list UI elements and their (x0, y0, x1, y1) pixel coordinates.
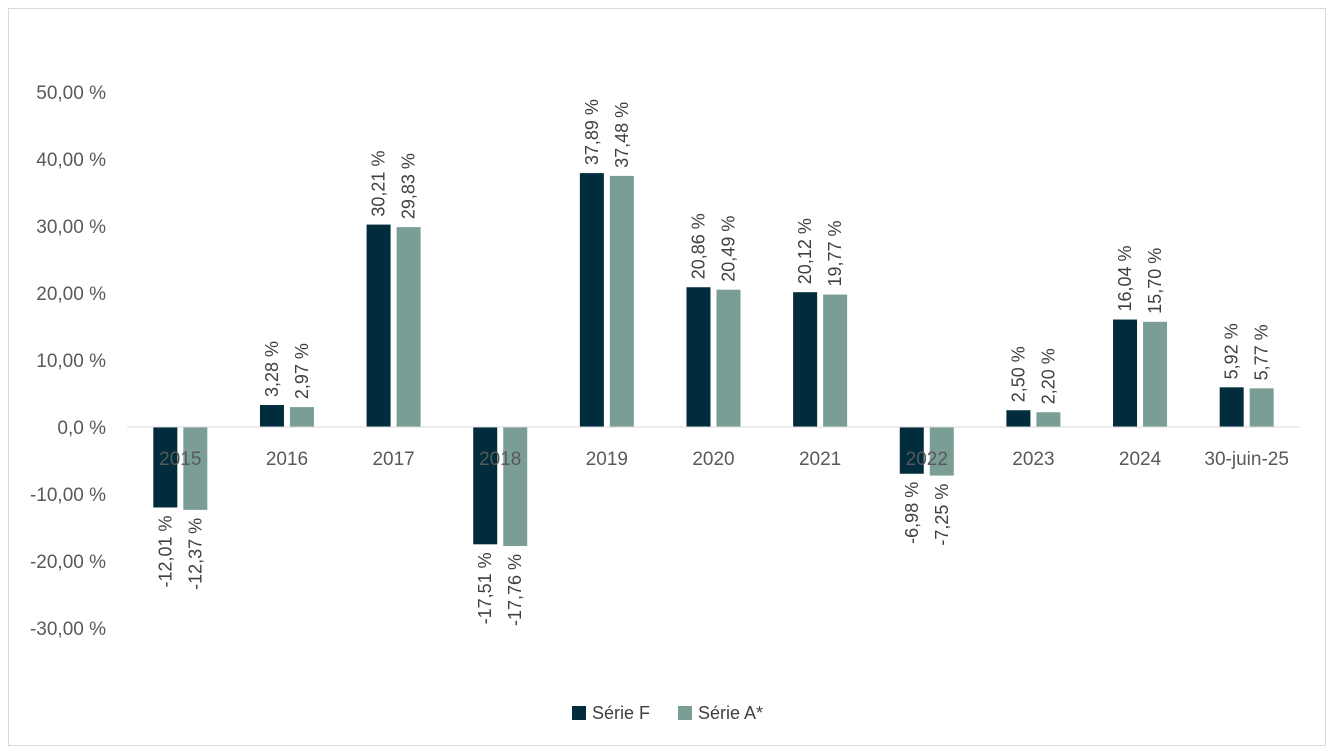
data-label: -7,25 % (932, 484, 952, 546)
data-label: 2,50 % (1008, 346, 1028, 402)
category-label: 2017 (372, 449, 414, 470)
legend-label: Série F (592, 703, 650, 723)
y-tick-label: 0,0 % (57, 418, 106, 439)
bar (183, 427, 208, 510)
y-tick-label: 10,00 % (36, 351, 106, 372)
data-label: 20,86 % (689, 213, 709, 279)
chart-frame (8, 8, 1326, 746)
data-labels: -12,01 % -12,37 % 3,28 % 2,97 % 30,21 % 29,83… (155, 99, 1271, 626)
y-tick-label: 20,00 % (36, 284, 106, 305)
bars (153, 173, 1274, 546)
bar (1249, 388, 1274, 427)
data-label: 2,20 % (1038, 348, 1058, 404)
category-label: 30-juin-25 (1204, 449, 1289, 470)
data-label: 5,77 % (1252, 324, 1272, 380)
bar (686, 287, 711, 427)
data-label: 37,89 % (582, 99, 602, 165)
data-label: -17,76 % (505, 554, 525, 626)
data-label: -12,37 % (185, 518, 205, 590)
bar (366, 224, 391, 427)
data-label: -12,01 % (155, 515, 175, 587)
y-tick-label: -30,00 % (30, 619, 106, 640)
data-label: 29,83 % (399, 153, 419, 219)
data-label: -17,51 % (475, 552, 495, 624)
legend-swatch (678, 706, 692, 720)
legend-label: Série A* (698, 703, 763, 723)
bar (1143, 321, 1168, 427)
data-label: 30,21 % (369, 151, 389, 217)
bar (1113, 319, 1138, 427)
data-label: 2,97 % (292, 343, 312, 399)
category-label: 2021 (799, 449, 841, 470)
bar (473, 427, 498, 545)
data-label: 37,48 % (612, 102, 632, 168)
data-label: 5,92 % (1222, 323, 1242, 379)
category-label: 2015 (159, 449, 201, 470)
y-tick-label: 30,00 % (36, 217, 106, 238)
bar (929, 427, 954, 476)
data-label: 15,70 % (1145, 248, 1165, 314)
category-label: 2020 (692, 449, 734, 470)
bar (716, 289, 741, 427)
category-label: 2024 (1119, 449, 1162, 470)
y-tick-label: -20,00 % (30, 552, 106, 573)
bar (609, 175, 634, 427)
bar (289, 407, 314, 427)
category-label: 2022 (906, 449, 948, 470)
legend: Série F Série A* (572, 703, 763, 723)
category-label: 2023 (1012, 449, 1054, 470)
category-label: 2019 (586, 449, 628, 470)
category-labels: 2015 2016 2017 2018 2019 2020 2021 2022 2023 2024… (159, 449, 1289, 470)
legend-swatch (572, 706, 586, 720)
bar (579, 173, 604, 427)
bar (153, 427, 178, 508)
y-tick-label: 40,00 % (36, 150, 106, 171)
bar (1006, 410, 1031, 427)
bar (396, 227, 421, 427)
data-label: 3,28 % (262, 341, 282, 397)
category-label: 2016 (266, 449, 308, 470)
bar (823, 294, 848, 427)
data-label: 19,77 % (825, 220, 845, 286)
category-label: 2018 (479, 449, 521, 470)
bar (899, 427, 924, 474)
bar (1036, 412, 1061, 427)
bar (1219, 387, 1244, 427)
y-tick-label: -10,00 % (30, 485, 106, 506)
data-label: 20,12 % (795, 218, 815, 284)
y-axis-ticks: 50,00 % 40,00 % 30,00 % 20,00 % 10,00 % 0,0 %… (30, 83, 106, 640)
bar (259, 405, 284, 427)
bar (793, 292, 818, 427)
bar (503, 427, 528, 546)
data-label: -6,98 % (902, 482, 922, 544)
data-label: 20,49 % (719, 216, 739, 282)
data-label: 16,04 % (1115, 245, 1135, 311)
y-tick-label: 50,00 % (36, 83, 106, 104)
